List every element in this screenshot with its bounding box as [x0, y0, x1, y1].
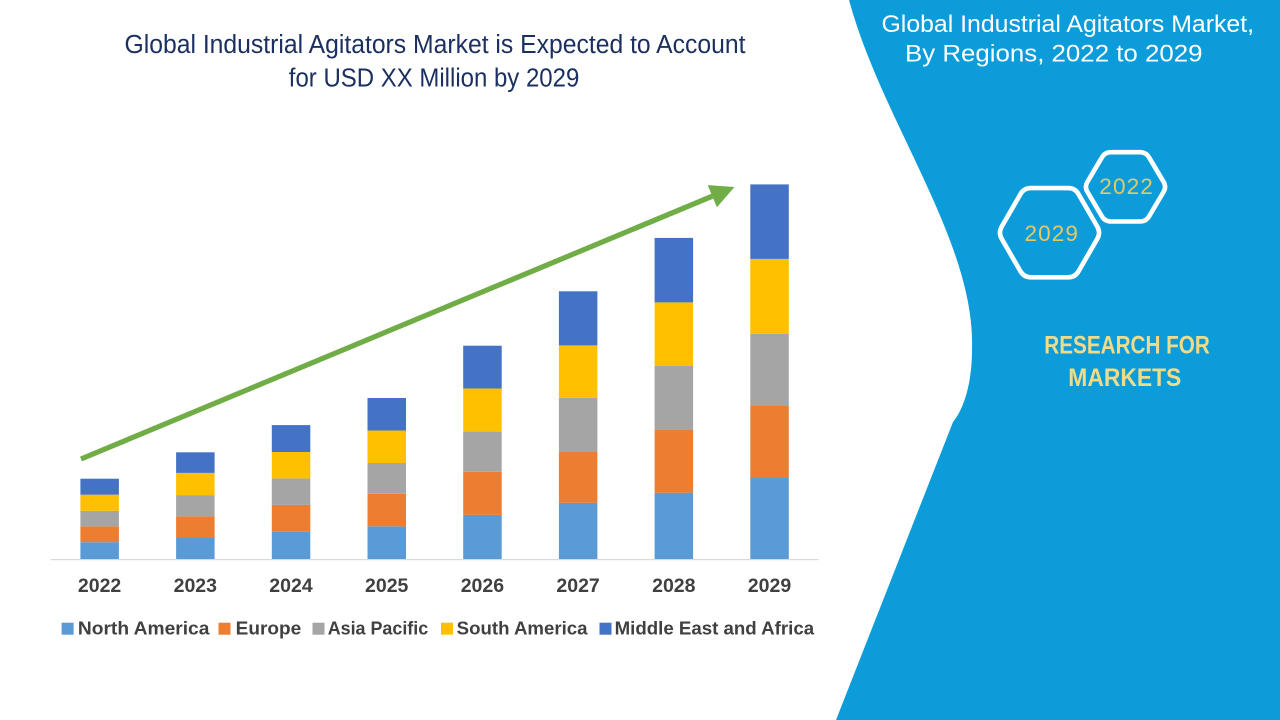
svg-text:By Regions, 2022 to 2029: By Regions, 2022 to 2029 — [905, 40, 1203, 67]
svg-text:2022: 2022 — [1099, 174, 1153, 199]
svg-text:2029: 2029 — [1025, 221, 1079, 246]
svg-text:2025: 2025 — [365, 575, 409, 597]
svg-text:2023: 2023 — [174, 575, 218, 597]
svg-text:2022: 2022 — [78, 575, 122, 597]
svg-text:2026: 2026 — [461, 575, 505, 597]
svg-text:Global Industrial Agitators Ma: Global Industrial Agitators Market is Ex… — [125, 31, 746, 59]
svg-text:Europe: Europe — [236, 618, 302, 639]
svg-text:for USD XX Million by 2029: for USD XX Million by 2029 — [289, 64, 580, 92]
svg-text:Middle East and Africa: Middle East and Africa — [615, 618, 815, 639]
svg-text:2027: 2027 — [556, 575, 599, 597]
svg-text:MARKETS: MARKETS — [1068, 364, 1181, 392]
svg-text:South America: South America — [457, 618, 589, 639]
svg-text:2028: 2028 — [652, 575, 696, 597]
svg-text:2029: 2029 — [748, 575, 792, 597]
svg-text:Asia Pacific: Asia Pacific — [328, 618, 429, 639]
svg-text:2024: 2024 — [269, 575, 313, 597]
svg-text:RESEARCH FOR: RESEARCH FOR — [1044, 332, 1210, 360]
svg-text:North America: North America — [78, 618, 210, 639]
svg-text:Global Industrial Agitators Ma: Global Industrial Agitators Market, — [882, 11, 1255, 38]
